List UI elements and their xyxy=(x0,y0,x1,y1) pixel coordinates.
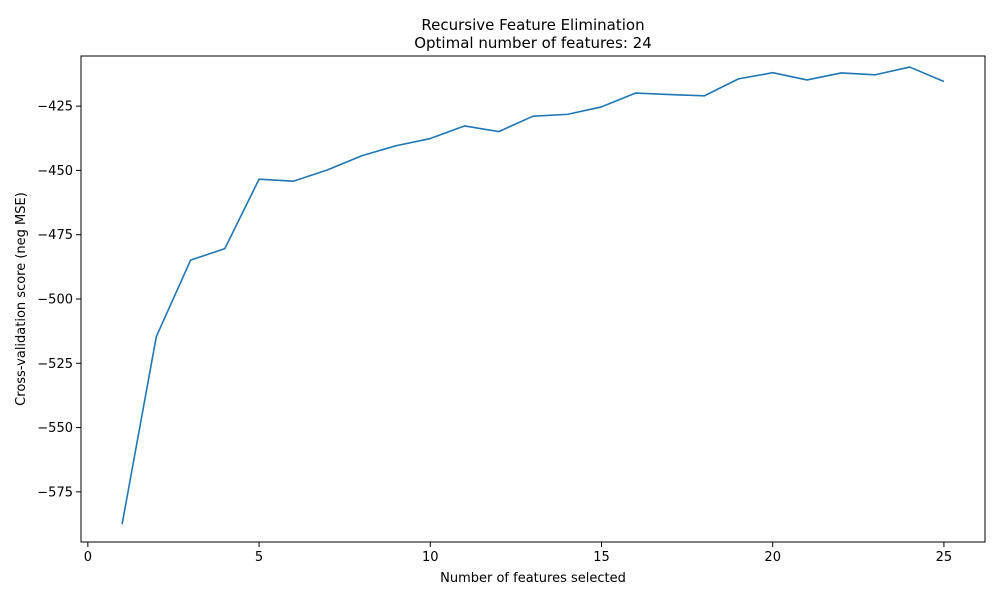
y-tick-label: −475 xyxy=(37,228,73,243)
y-tick-label: −550 xyxy=(37,421,73,436)
y-tick-label: −525 xyxy=(37,357,73,372)
x-axis: 0 5 10 15 20 25 xyxy=(84,542,952,565)
plot-area xyxy=(121,66,945,525)
chart-title: Recursive Feature Elimination xyxy=(421,16,644,34)
y-tick-label: −575 xyxy=(37,485,73,500)
cv-score-line xyxy=(121,66,945,525)
x-tick-label: 10 xyxy=(422,550,439,565)
x-tick-label: 20 xyxy=(764,550,781,565)
chart-subtitle: Optimal number of features: 24 xyxy=(414,34,652,52)
x-tick-label: 0 xyxy=(84,550,92,565)
y-tick-label: −425 xyxy=(37,100,73,115)
y-tick-label: −450 xyxy=(37,164,73,179)
x-axis-label: Number of features selected xyxy=(440,571,626,586)
x-tick-label: 25 xyxy=(936,550,953,565)
y-tick-label: −500 xyxy=(37,293,73,308)
x-tick-label: 15 xyxy=(593,550,610,565)
x-tick-label: 5 xyxy=(255,550,263,565)
y-axis: −575 −550 −525 −500 −475 −450 −425 xyxy=(37,100,81,500)
y-axis-label: Cross-validation score (neg MSE) xyxy=(14,192,29,406)
